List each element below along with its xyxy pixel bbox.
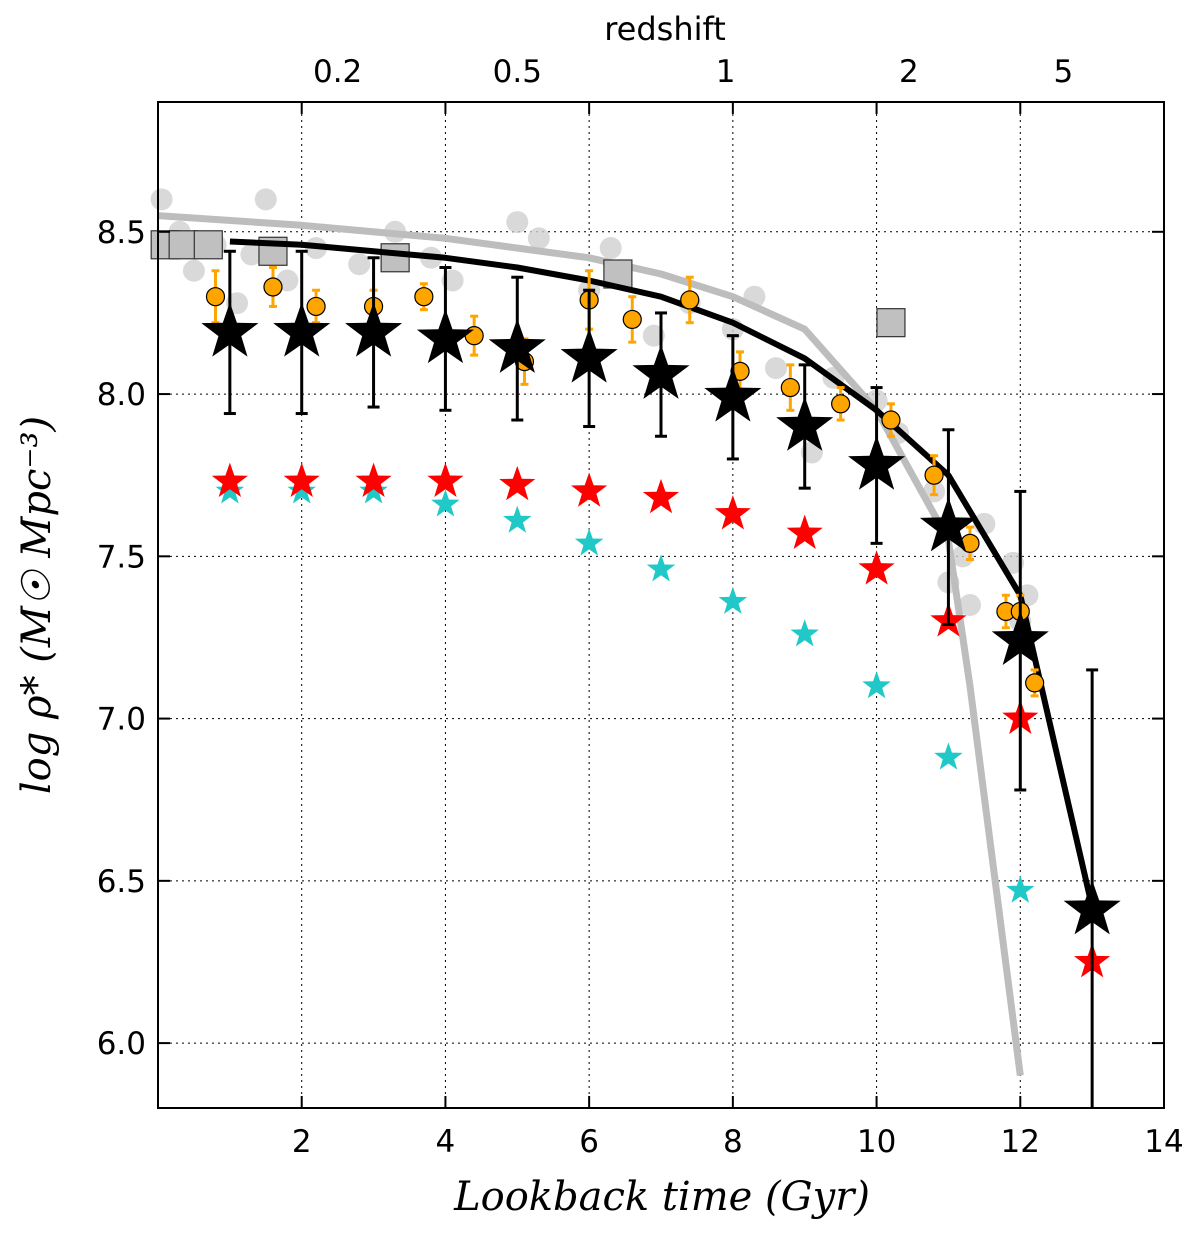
- gray-point: [642, 324, 665, 347]
- x-tick-label: 14: [1144, 1124, 1183, 1160]
- cyan-stars-series: [215, 476, 1035, 903]
- x-tick-label: 6: [579, 1124, 599, 1160]
- black-star: [273, 302, 331, 357]
- gray-square: [876, 308, 906, 338]
- black-star: [1063, 880, 1121, 935]
- orange-point: [680, 290, 700, 310]
- red-star: [571, 472, 608, 507]
- y-tick-label: 6.0: [97, 1026, 146, 1062]
- red-star: [786, 514, 823, 549]
- black-star: [848, 435, 906, 490]
- y-axis-title: log ρ* (M☉ Mpc⁻³): [14, 416, 60, 794]
- black-star: [632, 344, 690, 399]
- black-star: [991, 610, 1049, 665]
- black-star: [416, 308, 474, 364]
- orange-point: [464, 326, 484, 346]
- cyan-star: [718, 586, 748, 614]
- x-tick-label: 8: [723, 1124, 743, 1160]
- x-tick-label: 2: [292, 1124, 312, 1160]
- black-star: [776, 396, 834, 451]
- x-tick-label: 12: [1001, 1124, 1040, 1160]
- top-tick-label: 0.5: [493, 54, 542, 90]
- red-star: [355, 462, 392, 498]
- x-tick-label: 4: [436, 1124, 456, 1160]
- orange-point: [414, 287, 434, 307]
- top-tick-label: 0.2: [313, 54, 362, 90]
- orange-points-series: [205, 266, 1045, 698]
- gray-point: [599, 237, 622, 260]
- y-tick-label: 7.0: [97, 702, 146, 738]
- cyan-star: [862, 671, 891, 699]
- gray-point: [441, 269, 464, 292]
- red-star: [858, 550, 895, 585]
- y-tick-label: 6.5: [97, 864, 146, 900]
- cyan-star: [1006, 875, 1035, 903]
- gray-point: [527, 227, 550, 250]
- gray-model-line: [157, 212, 1024, 1076]
- orange-point: [1025, 673, 1045, 693]
- top-tick-label: 2: [899, 54, 919, 90]
- black-star: [919, 497, 977, 552]
- gray-square: [380, 243, 410, 273]
- orange-point: [831, 394, 851, 414]
- red-star: [283, 462, 320, 498]
- cyan-star: [215, 476, 245, 504]
- black-stars-series: [201, 249, 1121, 1108]
- gray-point: [254, 188, 277, 211]
- orange-point: [780, 377, 800, 398]
- black-star: [201, 302, 259, 357]
- orange-point: [881, 410, 901, 430]
- x-tick-label: 10: [857, 1124, 896, 1160]
- cyan-star: [287, 476, 316, 504]
- gray-point: [240, 243, 263, 266]
- top-tick-label: 5: [1054, 54, 1074, 90]
- top-tick-label: 1: [716, 54, 736, 90]
- cyan-star: [503, 505, 532, 533]
- cyan-star: [646, 554, 676, 582]
- orange-point: [205, 287, 226, 307]
- orange-point: [622, 309, 642, 330]
- cyan-star: [359, 476, 388, 504]
- black-star: [345, 302, 403, 357]
- black-star: [560, 328, 618, 383]
- y-tick-label: 8.0: [97, 377, 146, 413]
- cyan-star: [431, 489, 460, 517]
- orange-point: [306, 296, 326, 317]
- x-axis-title: Lookback time (Gyr): [453, 1174, 870, 1220]
- red-star: [211, 462, 248, 498]
- black-star: [488, 318, 546, 373]
- gray-square: [193, 230, 223, 260]
- plot-frame: [157, 101, 1165, 1109]
- gray-point: [182, 259, 205, 282]
- y-tick-label: 7.5: [97, 539, 146, 575]
- cyan-star: [790, 619, 819, 647]
- axis-ticks: 2 4 6 8 10 12 146.06.57.07.58.08.50.2 0.5 1 2 5: [97, 54, 1184, 1160]
- red-star: [714, 495, 751, 530]
- black-star: [704, 367, 762, 422]
- gray-point: [506, 211, 529, 234]
- gray-line-series: [157, 212, 1024, 1076]
- gray-square: [168, 230, 198, 260]
- gray-point: [764, 357, 787, 380]
- red-star: [642, 478, 680, 514]
- red-star: [427, 462, 464, 498]
- gray-point: [348, 253, 371, 276]
- gray-point: [958, 594, 981, 616]
- orange-point: [263, 277, 283, 297]
- cyan-star: [934, 742, 963, 770]
- top-axis-title: redshift: [604, 10, 726, 48]
- red-star: [499, 465, 536, 501]
- gray-point: [150, 188, 173, 211]
- cyan-star: [574, 528, 604, 556]
- orange-point: [924, 465, 944, 485]
- y-tick-label: 8.5: [97, 215, 146, 251]
